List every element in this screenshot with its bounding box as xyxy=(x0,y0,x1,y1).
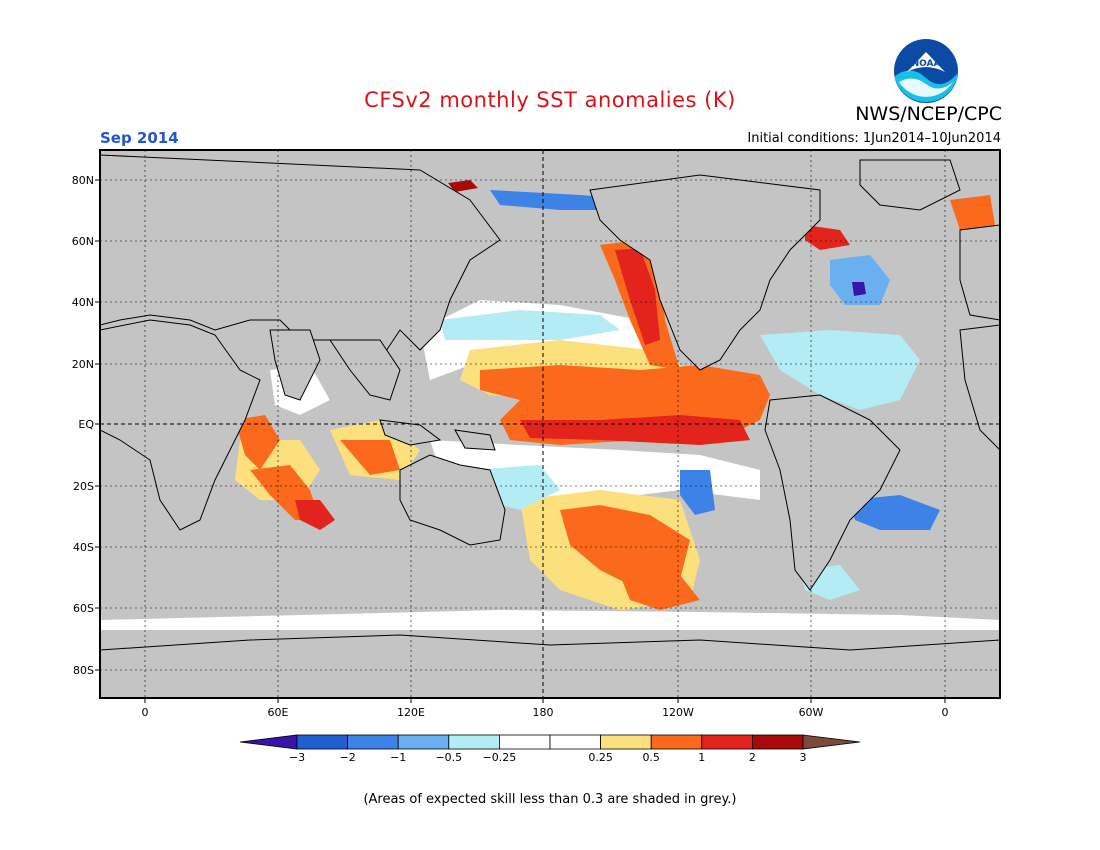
indian-warm-2 xyxy=(340,440,400,475)
atlantic-cool xyxy=(760,330,920,410)
agency-label: NWS/NCEP/CPC xyxy=(855,103,1002,125)
lon-label: 120E xyxy=(397,706,425,719)
noaa-logo-icon: NOAA xyxy=(894,39,958,103)
colorbar-label: 0.25 xyxy=(588,751,613,764)
colorbar-segment xyxy=(448,734,500,750)
antarctica xyxy=(100,634,1000,698)
longitude-labels: 0 60E 120E 180 120W 60W 0 xyxy=(142,698,949,719)
colorbar-label: 1 xyxy=(698,751,705,764)
colorbar-label: 2 xyxy=(749,751,756,764)
latitude-labels: 80N 60N 40N 20N EQ 20S 40S 60S 80S xyxy=(72,174,100,677)
gridlines xyxy=(100,150,1000,698)
lat-label: 60N xyxy=(72,235,94,248)
colorbar-label: −2 xyxy=(339,751,355,764)
lat-label: 40S xyxy=(73,541,94,554)
north-america xyxy=(589,174,821,371)
lon-label: 120W xyxy=(662,706,694,719)
south-pacific-warm xyxy=(560,505,690,590)
colorbar-label: −3 xyxy=(289,751,305,764)
southeast-asia xyxy=(329,339,401,401)
southern-ocean-white xyxy=(100,610,1000,630)
colorbar-segment xyxy=(701,734,753,750)
labrador-warm xyxy=(950,195,995,230)
atlantic-cool-med xyxy=(830,255,890,305)
lat-label: EQ xyxy=(78,418,94,431)
colorbar-segment xyxy=(498,734,551,750)
eq-pacific-hot xyxy=(520,415,750,445)
greenland xyxy=(859,159,961,211)
colorbar-segment xyxy=(600,734,652,750)
s-pacific-cool-medium xyxy=(680,470,715,515)
south-indian-hot xyxy=(295,500,335,530)
s-atlantic-cool xyxy=(850,495,940,530)
colorbar-label: 3 xyxy=(800,751,807,764)
south-pacific-warm-2 xyxy=(620,575,700,610)
new-guinea xyxy=(454,429,496,451)
lat-label: 60S xyxy=(73,602,94,615)
colorbar-segment xyxy=(296,734,348,750)
colorbar-label: −1 xyxy=(390,751,406,764)
svg-text:NOAA: NOAA xyxy=(912,59,941,69)
lon-label: 180 xyxy=(533,706,554,719)
bering-hot xyxy=(448,180,478,192)
europe-edge xyxy=(959,224,1000,321)
colorbar-segment xyxy=(549,734,601,750)
lon-label: 60W xyxy=(799,706,824,719)
chart-title: CFSv2 monthly SST anomalies (K) xyxy=(364,88,736,112)
ne-pacific-hot xyxy=(615,248,660,345)
lat-label: 20N xyxy=(72,358,94,371)
footnote: (Areas of expected skill less than 0.3 a… xyxy=(363,792,737,807)
atlantic-cool-dark xyxy=(852,282,866,296)
australia xyxy=(399,454,506,546)
lat-label: 80N xyxy=(72,174,94,187)
colorbar-segment xyxy=(650,734,703,750)
india xyxy=(269,329,321,401)
colorbar-segment xyxy=(752,734,804,750)
colorbar-segment xyxy=(397,734,450,750)
africa xyxy=(100,319,261,531)
colorbar: −3 −2 −1 −0.5 −0.25 0.25 0.5 1 2 3 xyxy=(239,734,861,764)
lon-label: 60E xyxy=(268,706,289,719)
colorbar-segment xyxy=(347,734,399,750)
africa-east-edge xyxy=(959,324,1000,451)
lat-label: 20S xyxy=(73,480,94,493)
n-atlantic-warm xyxy=(805,225,850,250)
initial-conditions: Initial conditions: 1Jun2014–10Jun2014 xyxy=(747,131,1001,146)
colorbar-arrow-high xyxy=(802,734,861,750)
colorbar-label: −0.5 xyxy=(435,751,462,764)
colorbar-arrow-low xyxy=(239,734,298,750)
lon-label: 0 xyxy=(142,706,149,719)
valid-period: Sep 2014 xyxy=(100,129,179,147)
n-pacific-cool xyxy=(440,310,620,340)
south-america xyxy=(764,394,901,591)
lat-label: 40N xyxy=(72,296,94,309)
lat-label: 80S xyxy=(73,664,94,677)
colorbar-label: −0.25 xyxy=(483,751,517,764)
land-masses xyxy=(100,154,1000,698)
indian-warm xyxy=(235,415,280,470)
lon-label: 0 xyxy=(942,706,949,719)
indonesia xyxy=(379,419,442,446)
colorbar-label: 0.5 xyxy=(642,751,660,764)
